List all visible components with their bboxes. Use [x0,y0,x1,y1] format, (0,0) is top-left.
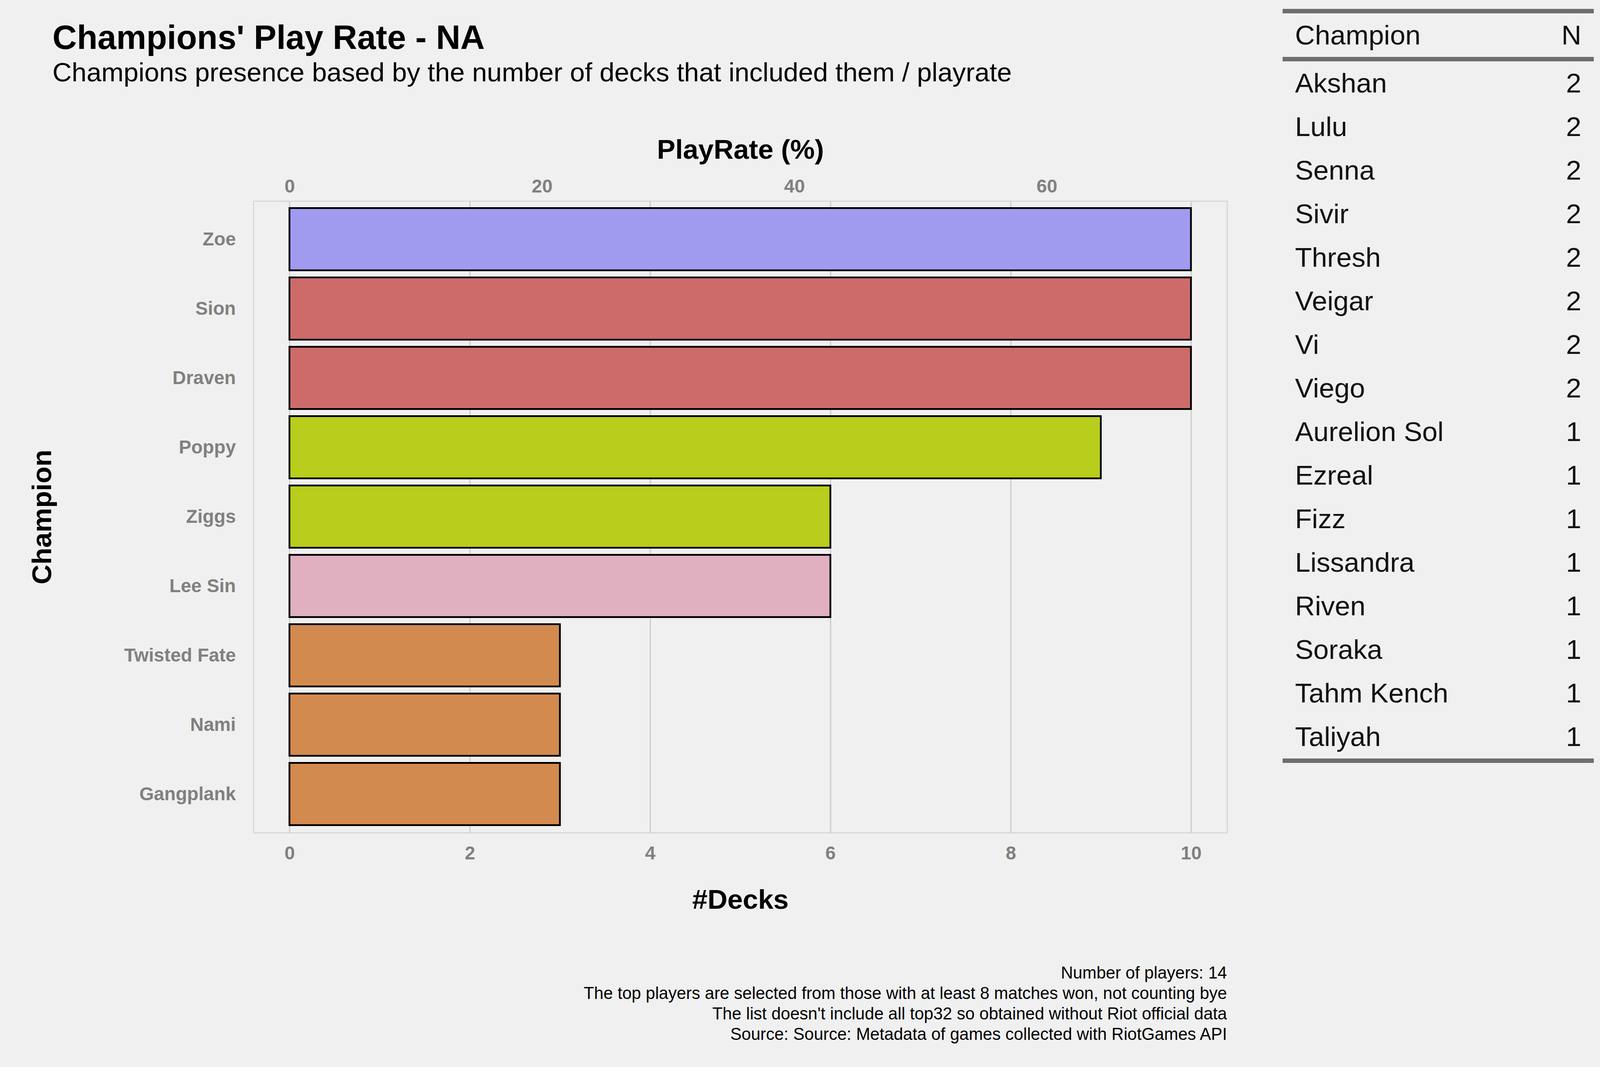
svg-text:8: 8 [1005,842,1016,864]
html-text:Soraka: Soraka [1295,633,1383,665]
html-text:2: 2 [1565,198,1582,229]
html-text:2: 2 [1565,111,1582,142]
html-text:2: 2 [1565,285,1582,317]
html-text:Champions presence based by th: Champions presence based by the number o… [52,57,1012,88]
html-text:Riven: Riven [1295,590,1366,622]
html-text:Number of players: 14: Number of players: 14 [1060,963,1228,983]
html-text:The list doesn't include all t: The list doesn't include all top32 so ob… [712,1004,1228,1023]
html-text:Taliyah: Taliyah [1295,721,1381,752]
svg-text:4: 4 [645,842,656,864]
svg-text:PlayRate (%): PlayRate (%) [657,133,825,165]
svg-text:60: 60 [1036,175,1058,197]
svg-text:Lee Sin: Lee Sin [169,575,236,597]
html-text:1: 1 [1565,633,1582,665]
svg-text:Sion: Sion [195,297,237,319]
html-text:1: 1 [1565,546,1582,578]
html-text:2: 2 [1565,372,1582,404]
html-text:Senna: Senna [1295,154,1375,186]
html-text:Veigar: Veigar [1295,285,1374,317]
svg-text:0: 0 [284,175,295,197]
html-text:Viego: Viego [1295,372,1366,404]
svg-text:2: 2 [464,842,475,864]
html-text:Akshan: Akshan [1295,67,1387,99]
html-text:1: 1 [1565,503,1582,534]
svg-text:6: 6 [825,842,836,864]
html-text:1: 1 [1565,416,1582,447]
html-text:1: 1 [1565,590,1582,622]
svg-text:Draven: Draven [172,367,236,389]
svg-text:#Decks: #Decks [692,883,789,915]
svg-text:Ziggs: Ziggs [186,505,237,527]
html-text:1: 1 [1565,677,1582,709]
html-text:Aurelion Sol: Aurelion Sol [1295,416,1444,447]
html-text:2: 2 [1565,154,1582,186]
svg-text:10: 10 [1180,842,1202,864]
html-text:1: 1 [1565,459,1582,491]
svg-text:40: 40 [784,175,806,197]
html-text:Tahm Kench: Tahm Kench [1295,677,1449,709]
html-text:2: 2 [1565,328,1582,360]
html-text:Champion: Champion [1295,19,1421,51]
svg-text:20: 20 [531,175,553,197]
html-text:1: 1 [1565,721,1582,752]
html-text:2: 2 [1565,67,1582,99]
html-text:Vi: Vi [1295,328,1320,360]
html-text:Fizz: Fizz [1295,503,1346,534]
svg-text:Gangplank: Gangplank [139,783,237,805]
svg-text:Champion: Champion [26,449,57,585]
html-text:Lissandra: Lissandra [1295,546,1415,578]
html-text:Ezreal: Ezreal [1295,459,1374,491]
html-text:Thresh: Thresh [1295,241,1381,273]
svg-text:Poppy: Poppy [178,436,237,458]
html-text:Champions' Play Rate - NA: Champions' Play Rate - NA [52,18,485,57]
svg-text:Twisted Fate: Twisted Fate [124,644,236,666]
svg-text:Zoe: Zoe [202,228,237,250]
html-text:Lulu: Lulu [1295,111,1348,142]
html-text:2: 2 [1565,241,1582,273]
svg-text:0: 0 [284,842,295,864]
html-text:The top players are selected f: The top players are selected from those … [583,983,1228,1003]
html-text:N: N [1561,19,1582,51]
html-text:Sivir: Sivir [1295,198,1349,229]
html-text:Source: Source: Metadata of ga: Source: Source: Metadata of games collec… [730,1024,1228,1044]
svg-text:Nami: Nami [190,713,237,735]
